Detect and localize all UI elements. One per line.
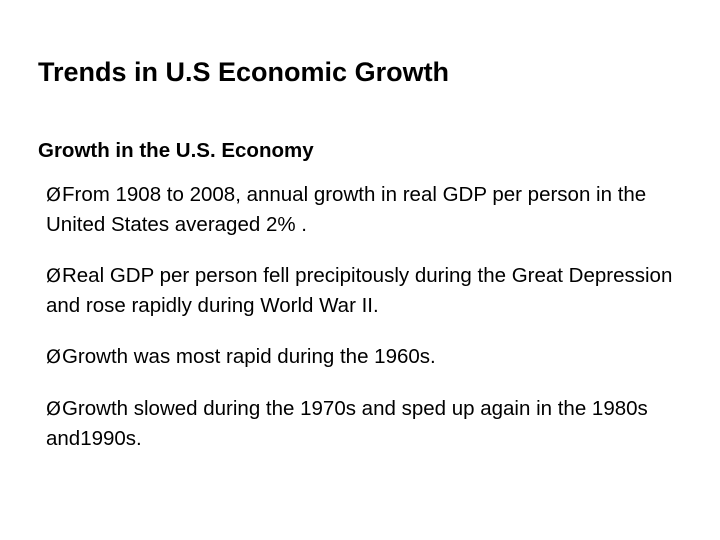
slide-title: Trends in U.S Economic Growth bbox=[38, 57, 450, 87]
arrow-bullet-icon: Ø bbox=[46, 346, 61, 368]
bullet-text: From 1908 to 2008, annual growth in real… bbox=[46, 183, 647, 236]
bullet-item: ØGrowth was most rapid during the 1960s. bbox=[46, 342, 696, 372]
arrow-bullet-icon: Ø bbox=[46, 265, 61, 287]
bullet-item: ØGrowth slowed during the 1970s and sped… bbox=[46, 394, 696, 453]
bullet-item: ØFrom 1908 to 2008, annual growth in rea… bbox=[46, 180, 696, 239]
slide-subtitle: Growth in the U.S. Economy bbox=[38, 139, 314, 162]
bullet-text: Real GDP per person fell precipitously d… bbox=[46, 264, 673, 317]
bullet-text: Growth slowed during the 1970s and sped … bbox=[46, 397, 648, 450]
bullet-text: Growth was most rapid during the 1960s. bbox=[61, 345, 436, 368]
arrow-bullet-icon: Ø bbox=[46, 184, 61, 206]
bullet-item: ØReal GDP per person fell precipitously … bbox=[46, 261, 696, 320]
bullet-list: ØFrom 1908 to 2008, annual growth in rea… bbox=[46, 180, 696, 475]
arrow-bullet-icon: Ø bbox=[46, 398, 61, 420]
